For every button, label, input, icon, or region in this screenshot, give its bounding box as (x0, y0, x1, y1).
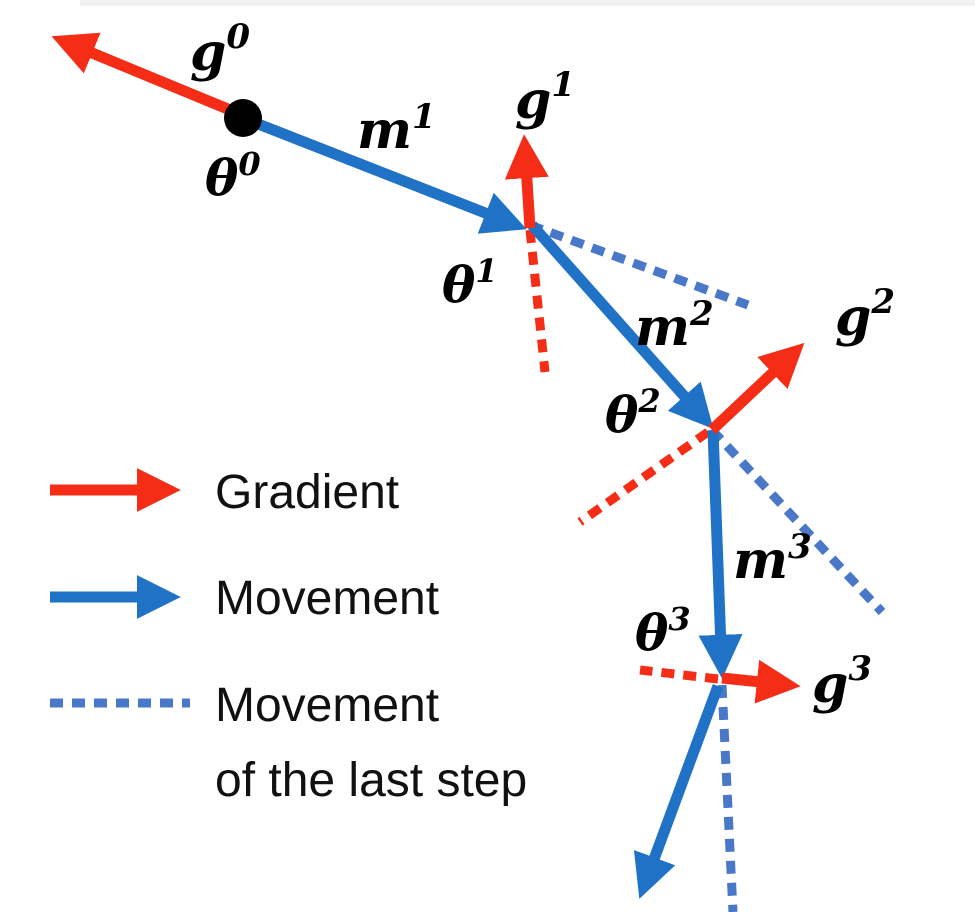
last-step-dotted-3 (717, 684, 738, 912)
legend-movement-label: Movement (215, 572, 439, 625)
label-theta1: θ1 (442, 252, 498, 314)
movement-arrow-m2 (527, 221, 714, 430)
legend-last-step-label-line2: of the last step (215, 754, 527, 807)
gradient-dotted-1 (525, 229, 550, 373)
last-step-dotted-1 (528, 220, 750, 310)
label-theta0: θ0 (205, 145, 261, 207)
last-step-dotted-2 (708, 426, 886, 616)
gradient-dotted-3 (639, 665, 719, 684)
label-g2: g2 (835, 282, 895, 348)
label-m1: m1 (357, 97, 436, 161)
top-border-strip (80, 0, 975, 6)
movement-arrow-m1 (245, 114, 527, 234)
label-m3: m3 (733, 527, 812, 591)
label-m2: m2 (635, 294, 714, 358)
gradient-arrow-g1 (504, 134, 549, 229)
legend: Gradient Movement Movement of the last s… (50, 466, 527, 807)
gradient-dotted-2 (577, 428, 711, 526)
label-g1: g1 (515, 65, 575, 131)
gradient-arrow-g0 (51, 32, 238, 118)
legend-gradient-label: Gradient (215, 466, 399, 519)
start-point-theta0 (224, 99, 262, 137)
label-theta2: θ2 (605, 382, 661, 444)
label-g3: g3 (812, 649, 872, 715)
gradient-arrow-g3 (721, 659, 801, 704)
gradient-arrow-g2 (708, 342, 805, 435)
movement-arrow-next (633, 684, 724, 899)
label-g0: g0 (190, 17, 250, 83)
movement-arrow-m3 (698, 429, 743, 679)
label-theta3: θ3 (635, 600, 691, 662)
legend-last-step-label-line1: Movement (215, 679, 439, 732)
